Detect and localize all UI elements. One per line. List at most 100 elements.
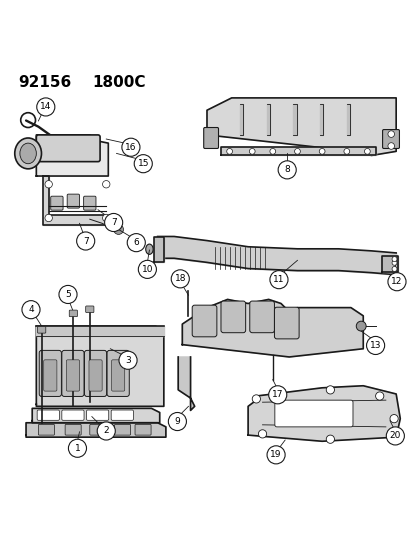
Text: 9: 9 <box>174 417 180 426</box>
Circle shape <box>269 271 287 289</box>
FancyBboxPatch shape <box>83 196 96 210</box>
Circle shape <box>391 260 396 265</box>
Circle shape <box>171 270 189 288</box>
Text: 2: 2 <box>103 426 109 435</box>
Polygon shape <box>293 104 296 135</box>
FancyBboxPatch shape <box>382 130 399 149</box>
FancyBboxPatch shape <box>36 135 100 161</box>
FancyBboxPatch shape <box>65 424 81 435</box>
Circle shape <box>385 427 404 445</box>
Text: 8: 8 <box>284 165 290 174</box>
Circle shape <box>387 273 405 291</box>
Circle shape <box>391 256 396 262</box>
Circle shape <box>22 301 40 319</box>
Text: 19: 19 <box>270 450 281 459</box>
Circle shape <box>268 386 286 404</box>
Circle shape <box>168 413 186 431</box>
FancyBboxPatch shape <box>90 424 106 435</box>
Circle shape <box>45 214 52 222</box>
Circle shape <box>278 161 296 179</box>
Polygon shape <box>32 408 159 423</box>
Circle shape <box>68 439 86 457</box>
FancyBboxPatch shape <box>249 301 274 333</box>
FancyBboxPatch shape <box>274 307 298 339</box>
FancyBboxPatch shape <box>62 350 84 397</box>
Text: 16: 16 <box>125 143 136 152</box>
Text: 11: 11 <box>273 275 284 284</box>
Polygon shape <box>266 104 269 135</box>
Circle shape <box>114 224 123 235</box>
FancyBboxPatch shape <box>89 360 102 391</box>
Circle shape <box>391 266 396 271</box>
FancyBboxPatch shape <box>51 196 63 210</box>
Text: 92156: 92156 <box>18 75 71 90</box>
Polygon shape <box>178 357 194 410</box>
Ellipse shape <box>145 244 153 254</box>
Circle shape <box>325 386 334 394</box>
FancyBboxPatch shape <box>62 410 84 421</box>
Circle shape <box>138 260 156 278</box>
Circle shape <box>269 149 275 154</box>
Text: 1800C: 1800C <box>92 75 145 90</box>
Circle shape <box>387 131 394 138</box>
Circle shape <box>375 392 383 400</box>
Circle shape <box>266 446 285 464</box>
Circle shape <box>356 321 365 331</box>
FancyBboxPatch shape <box>44 360 57 391</box>
Polygon shape <box>346 104 349 135</box>
Text: 20: 20 <box>389 431 400 440</box>
Text: 13: 13 <box>369 341 380 350</box>
FancyBboxPatch shape <box>274 400 352 427</box>
Circle shape <box>102 214 110 222</box>
FancyBboxPatch shape <box>38 327 46 333</box>
FancyBboxPatch shape <box>135 424 151 435</box>
Circle shape <box>102 181 110 188</box>
Text: 7: 7 <box>111 218 116 227</box>
Circle shape <box>226 149 232 154</box>
FancyBboxPatch shape <box>111 410 133 421</box>
Circle shape <box>318 149 324 154</box>
Text: 10: 10 <box>141 265 153 274</box>
Polygon shape <box>239 104 242 135</box>
Circle shape <box>249 149 254 154</box>
Circle shape <box>363 149 369 154</box>
Polygon shape <box>26 423 166 437</box>
Text: 5: 5 <box>65 290 71 299</box>
Text: 15: 15 <box>137 159 149 168</box>
FancyBboxPatch shape <box>39 350 61 397</box>
Text: 1: 1 <box>74 444 80 453</box>
Text: 7: 7 <box>83 237 88 246</box>
Circle shape <box>59 285 77 303</box>
FancyBboxPatch shape <box>84 350 107 397</box>
Text: 6: 6 <box>133 238 139 247</box>
Text: 4: 4 <box>28 305 34 314</box>
Circle shape <box>37 98 55 116</box>
Polygon shape <box>221 147 375 156</box>
Polygon shape <box>36 326 164 406</box>
FancyBboxPatch shape <box>86 410 109 421</box>
Text: 12: 12 <box>390 277 402 286</box>
FancyBboxPatch shape <box>85 306 94 312</box>
FancyBboxPatch shape <box>192 305 216 337</box>
Circle shape <box>343 149 349 154</box>
Polygon shape <box>36 326 164 336</box>
Polygon shape <box>182 300 362 357</box>
Text: 18: 18 <box>174 274 185 284</box>
Circle shape <box>119 351 137 369</box>
Polygon shape <box>153 237 164 262</box>
FancyBboxPatch shape <box>107 350 129 397</box>
Polygon shape <box>206 98 395 156</box>
Polygon shape <box>36 135 108 176</box>
Circle shape <box>45 181 52 188</box>
Circle shape <box>258 430 266 438</box>
Circle shape <box>366 336 384 354</box>
Ellipse shape <box>20 143 36 164</box>
FancyBboxPatch shape <box>112 360 124 391</box>
Circle shape <box>294 149 299 154</box>
Circle shape <box>389 415 397 423</box>
Polygon shape <box>43 176 112 225</box>
Circle shape <box>104 213 122 231</box>
Polygon shape <box>381 256 397 272</box>
FancyBboxPatch shape <box>203 127 218 149</box>
FancyBboxPatch shape <box>37 410 59 421</box>
